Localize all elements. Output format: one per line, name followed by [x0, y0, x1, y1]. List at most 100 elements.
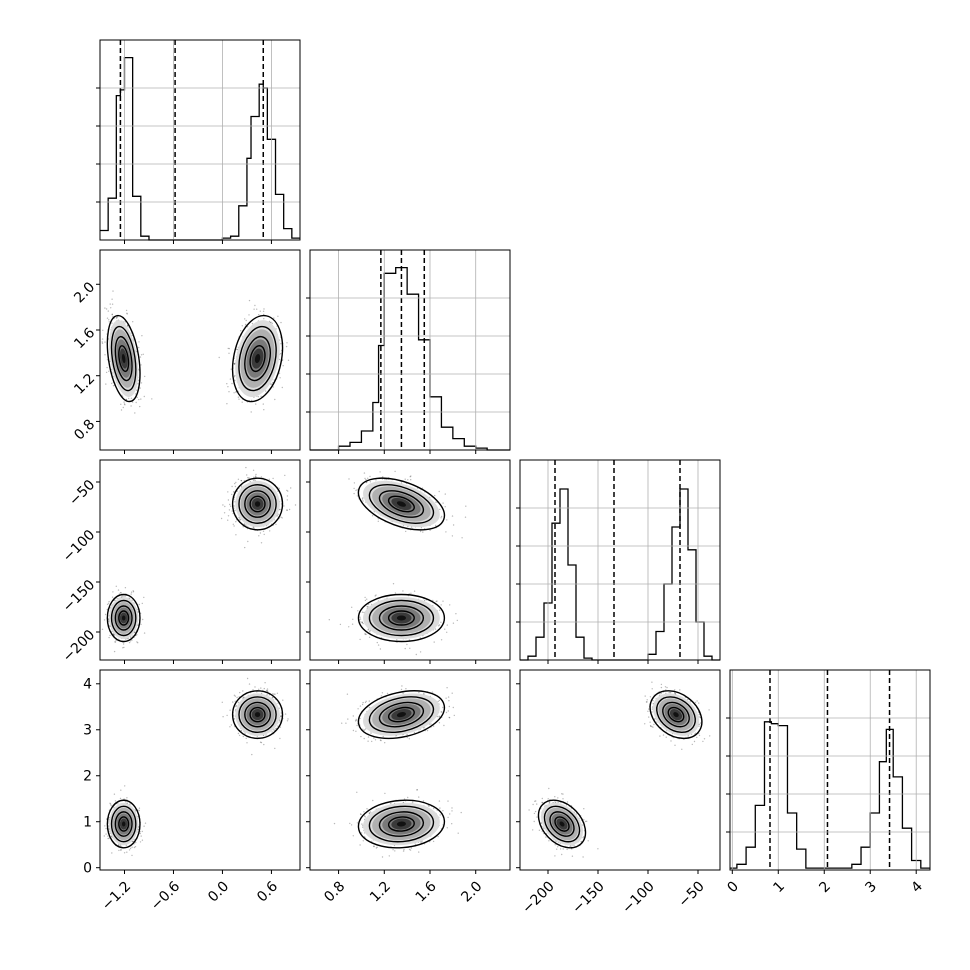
sample-point [240, 730, 243, 732]
sample-point [254, 475, 257, 477]
sample-point [369, 481, 372, 483]
sample-point [278, 358, 281, 361]
sample-point [137, 383, 139, 385]
sample-point [112, 591, 114, 593]
sample-point [245, 524, 247, 526]
sample-point [266, 688, 269, 690]
sample-point [138, 346, 140, 349]
sample-point [113, 793, 116, 795]
sample-point [258, 314, 260, 316]
sample-point [362, 500, 364, 502]
sample-point [139, 356, 142, 358]
sample-point [116, 317, 118, 319]
sample-point [410, 592, 412, 594]
sample-point [122, 647, 124, 649]
sample-point [131, 401, 134, 403]
sample-point [245, 737, 247, 740]
sample-point [119, 797, 122, 800]
sample-point [111, 313, 114, 315]
sample-point [130, 636, 132, 639]
sample-point [243, 523, 245, 525]
sample-point [279, 377, 281, 379]
sample-point [143, 825, 145, 827]
sample-point [120, 849, 122, 851]
sample-point [141, 602, 143, 605]
sample-point [109, 360, 111, 363]
sample-point [280, 712, 282, 714]
sample-point [124, 595, 126, 597]
sample-point [361, 621, 363, 624]
sample-point [136, 396, 138, 399]
sample-point [432, 599, 434, 602]
sample-point [227, 515, 230, 517]
sample-point [134, 412, 136, 414]
sample-point [369, 475, 371, 478]
sample-point [142, 618, 144, 621]
sample-point [252, 479, 255, 481]
sample-point [130, 397, 133, 399]
sample-point [138, 368, 140, 370]
sample-point [440, 621, 442, 623]
sample-point [267, 690, 269, 693]
sample-point [240, 480, 243, 482]
sample-point [228, 352, 230, 354]
sample-point [379, 471, 381, 473]
sample-point [251, 322, 254, 325]
sample-point [117, 844, 120, 846]
sample-point [101, 341, 103, 343]
sample-point [280, 715, 282, 717]
sample-point [109, 303, 111, 305]
sample-point [107, 602, 110, 604]
sample-point [109, 802, 111, 804]
sample-point [228, 347, 230, 350]
sample-point [233, 363, 236, 365]
sample-point [126, 325, 129, 327]
density-level [396, 615, 406, 621]
sample-point [113, 634, 116, 636]
sample-point [279, 737, 281, 740]
sample-point [434, 628, 437, 630]
sample-point [366, 605, 368, 608]
sample-point [277, 315, 279, 317]
sample-point [120, 845, 122, 847]
sample-point [248, 314, 250, 316]
sample-point [394, 470, 396, 473]
sample-point [222, 504, 224, 506]
sample-point [263, 687, 265, 690]
sample-point [227, 499, 230, 501]
density-level [254, 501, 261, 507]
sample-point [235, 521, 237, 523]
sample-point [258, 535, 260, 537]
sample-point [359, 616, 361, 618]
sample-point [115, 317, 118, 319]
sample-point [105, 827, 107, 830]
sample-point [236, 348, 238, 351]
sample-point [386, 478, 388, 481]
sample-point [286, 495, 289, 497]
sample-point [109, 607, 112, 609]
sample-point [436, 600, 438, 602]
sample-point [235, 481, 237, 484]
sample-point [227, 491, 229, 493]
sample-point [141, 830, 143, 833]
sample-point [464, 516, 467, 518]
sample-point [351, 606, 353, 608]
sample-point [233, 376, 236, 378]
sample-point [409, 476, 411, 478]
density-3-0 [100, 677, 289, 857]
sample-point [248, 683, 251, 685]
sample-point [223, 512, 226, 514]
sample-point [108, 370, 110, 372]
sample-point [120, 409, 123, 411]
sample-point [126, 313, 128, 315]
sample-point [449, 604, 451, 606]
sample-point [125, 309, 128, 312]
sample-point [240, 729, 242, 732]
sample-point [135, 389, 138, 391]
sample-point [402, 525, 405, 527]
sample-point [241, 401, 243, 403]
sample-point [130, 593, 132, 595]
sample-point [242, 526, 244, 528]
sample-point [108, 837, 110, 839]
sample-point [114, 641, 116, 643]
